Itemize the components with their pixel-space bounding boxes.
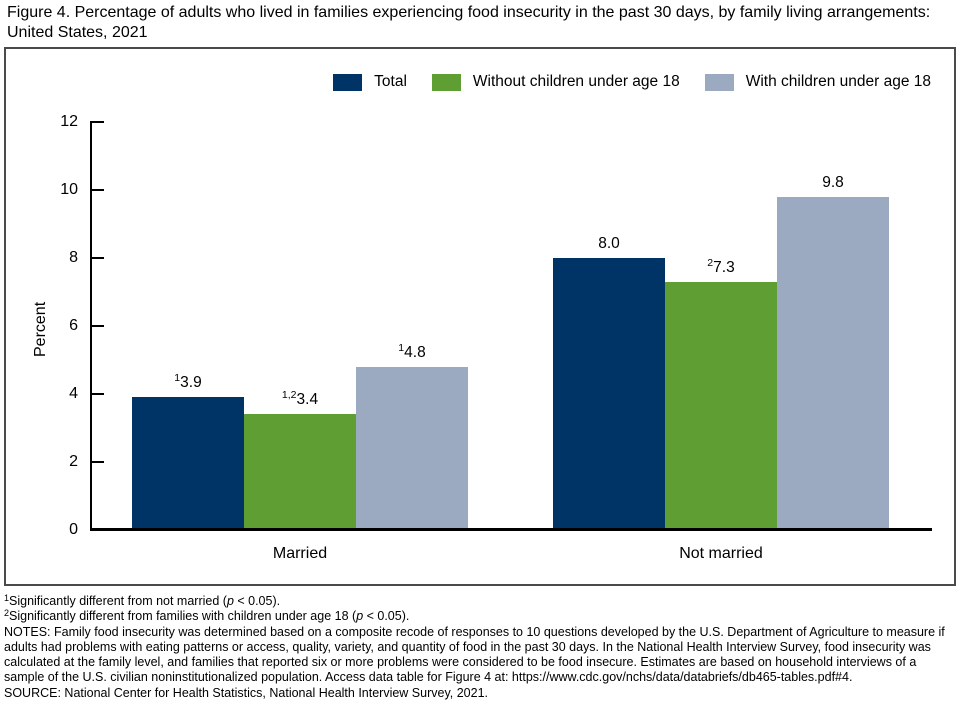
footnote-2-text-end: < 0.05). — [363, 609, 410, 624]
y-tick-mark — [90, 121, 104, 123]
chart-panel: Total Without children under age 18 With… — [4, 47, 956, 586]
bar-total-not-married — [553, 258, 665, 530]
bar-total-married — [132, 397, 244, 530]
bar-group-not-married: 8.0 27.3 9.8 — [553, 122, 889, 530]
significance-superscript: 1,2 — [281, 389, 297, 402]
bar-value: 7.3 — [713, 258, 735, 276]
significance-superscript: 2 — [707, 256, 714, 269]
bar-value-label: 9.8 — [822, 174, 844, 192]
significance-superscript: 1 — [174, 372, 181, 385]
footnote-2: 2Significantly different from families w… — [4, 609, 956, 624]
y-tick-mark — [90, 461, 104, 463]
legend-item-total: Total — [333, 73, 407, 91]
y-tick-mark — [90, 393, 104, 395]
bar-value: 8.0 — [598, 235, 620, 252]
y-tick-label: 10 — [60, 181, 78, 198]
legend-item-with-children: With children under age 18 — [704, 73, 931, 91]
legend-label-with-children: With children under age 18 — [745, 73, 931, 90]
footnote-2-pvalue: p — [356, 609, 364, 624]
bar-with-children-married — [356, 366, 468, 530]
source-text: SOURCE: National Center for Health Stati… — [4, 685, 489, 700]
bar-with-children-not-married — [777, 196, 889, 530]
bar-slot-total-married: 13.9 — [132, 122, 244, 530]
bar-value: 9.8 — [822, 173, 844, 191]
y-tick-mark — [90, 189, 104, 191]
legend-label-without-children: Without children under age 18 — [472, 73, 680, 90]
bar-value-label: 27.3 — [707, 256, 735, 277]
bar-value-label: 14.8 — [398, 341, 426, 362]
chart-legend: Total Without children under age 18 With… — [333, 73, 931, 91]
y-tick-label: 8 — [69, 249, 78, 266]
significance-superscript: 1 — [398, 341, 405, 354]
bar-slot-with-children-not-married: 9.8 — [777, 122, 889, 530]
footnote-2-superscript: 2 — [4, 608, 10, 619]
legend-swatch-with-children — [704, 73, 734, 91]
footnote-1-superscript: 1 — [4, 593, 10, 603]
legend-item-without-children: Without children under age 18 — [431, 73, 680, 91]
y-tick-label: 4 — [69, 385, 78, 402]
bar-value: 3.4 — [296, 391, 319, 409]
bar-without-children-married — [244, 414, 356, 530]
bar-slot-without-children-married: 1,23.4 — [244, 122, 356, 530]
bar-group-married: 13.9 1,23.4 14.8 — [132, 122, 468, 530]
notes-text: NOTES: Family food insecurity was determ… — [4, 624, 945, 685]
bar-value-label: 1,23.4 — [281, 389, 319, 409]
bar-slot-with-children-married: 14.8 — [356, 122, 468, 530]
bar-slot-total-not-married: 8.0 — [553, 122, 665, 530]
y-tick-label: 12 — [60, 113, 78, 130]
x-axis-line — [90, 528, 932, 531]
footnote-1-pvalue: p — [226, 594, 234, 608]
legend-label-total: Total — [374, 73, 407, 90]
y-tick-mark — [90, 325, 104, 327]
y-tick-label: 0 — [69, 521, 78, 538]
legend-swatch-total — [333, 73, 363, 91]
category-label-not-married: Not married — [679, 545, 763, 562]
bar-value-label: 13.9 — [174, 372, 202, 392]
y-tick-label: 6 — [69, 317, 78, 334]
bar-without-children-not-married — [665, 281, 777, 530]
y-tick-label: 2 — [69, 453, 78, 470]
figure-title: Figure 4. Percentage of adults who lived… — [7, 4, 931, 41]
footnote-2-text: Significantly different from families wi… — [9, 609, 357, 624]
footnote-1-text: Significantly different from not married… — [9, 594, 227, 608]
category-label-married: Married — [272, 545, 328, 562]
bar-slot-without-children-not-married: 27.3 — [665, 122, 777, 530]
footnotes: 1Significantly different from not marrie… — [4, 594, 956, 701]
bar-value: 3.9 — [180, 374, 202, 392]
footnote-1-text-end: < 0.05). — [233, 594, 281, 608]
y-tick-mark — [90, 257, 104, 259]
bar-value: 4.8 — [404, 343, 426, 361]
legend-swatch-without-children — [431, 73, 461, 91]
footnote-1: 1Significantly different from not marrie… — [4, 594, 956, 609]
y-axis-line — [90, 122, 92, 531]
bar-value-label: 8.0 — [598, 235, 620, 253]
